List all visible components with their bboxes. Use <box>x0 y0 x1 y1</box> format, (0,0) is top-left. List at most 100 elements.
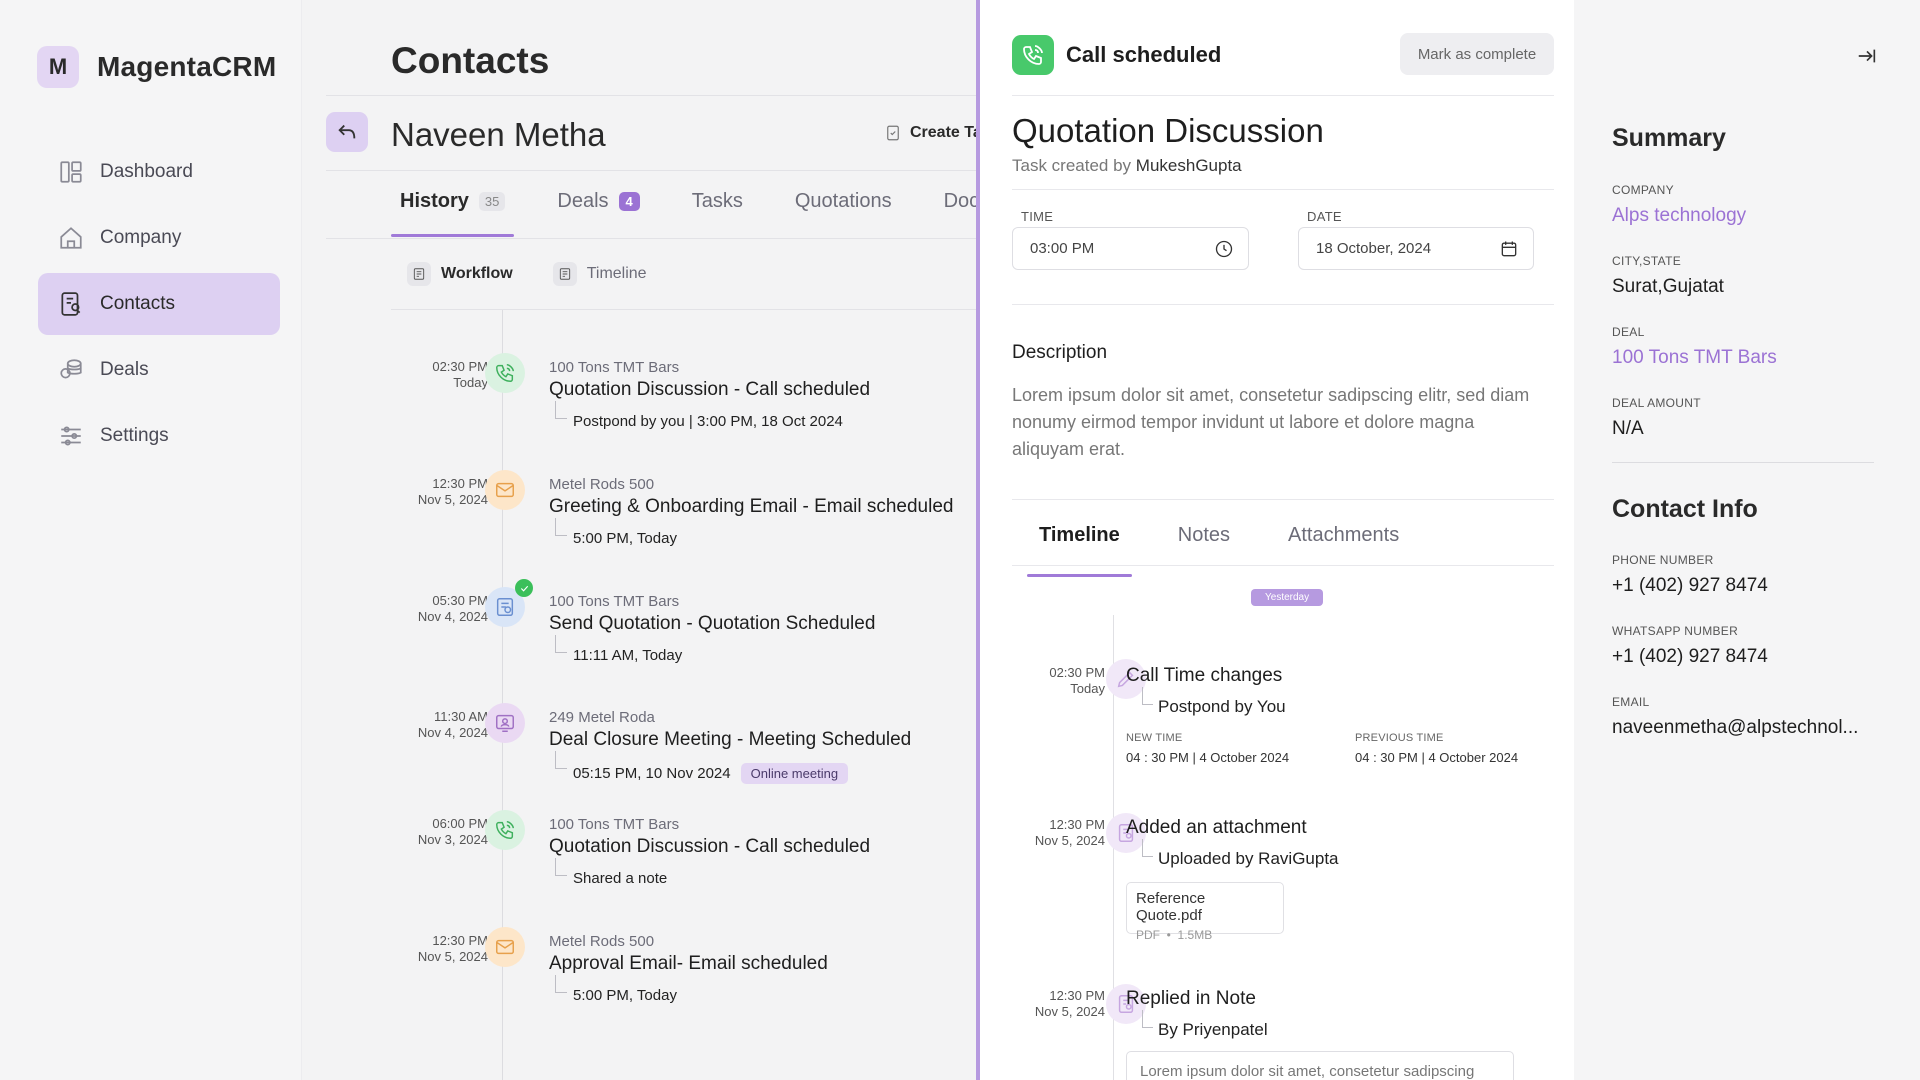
timeline-detail-text: Postpond by You <box>1158 697 1286 716</box>
tab-documents[interactable]: Documents <box>935 190 976 231</box>
sidebar-item-deals[interactable]: Deals <box>38 339 280 401</box>
new-time-value: 04 : 30 PM | 4 October 2024 <box>1126 750 1290 765</box>
previous-time-value: 04 : 30 PM | 4 October 2024 <box>1355 750 1519 765</box>
tab-tasks[interactable]: Tasks <box>683 190 752 231</box>
company-link[interactable]: Alps technology <box>1612 205 1747 226</box>
panel-resize-handle[interactable] <box>976 0 980 1080</box>
whatsapp-value: +1 (402) 927 8474 <box>1612 646 1768 667</box>
timeline-title: Replied in Note <box>1126 988 1256 1009</box>
workflow-view-button[interactable]: Workflow <box>407 262 513 286</box>
history-deal[interactable]: 249 Metel Roda <box>549 709 655 726</box>
task-title: Quotation Discussion <box>1012 112 1324 149</box>
timeline-line <box>502 310 503 1080</box>
tab-label: History <box>400 190 469 212</box>
meeting-icon <box>485 703 525 743</box>
tab-deals[interactable]: Deals 4 <box>548 190 648 231</box>
divider <box>326 95 976 96</box>
contact-name: Naveen Metha <box>391 116 606 153</box>
summary-panel: Summary COMPANY Alps technology CITY,STA… <box>1574 0 1920 1080</box>
deals-count-badge: 4 <box>618 192 640 211</box>
divider <box>1012 95 1554 96</box>
history-time: 12:30 PM Nov 5, 2024 <box>391 933 488 965</box>
history-deal[interactable]: Metel Rods 500 <box>549 476 655 493</box>
back-button[interactable] <box>326 112 368 152</box>
timeline-detail-text: By Priyenpatel <box>1158 1020 1268 1039</box>
history-deal[interactable]: 100 Tons TMT Bars <box>549 359 680 376</box>
history-detail-text: 5:00 PM, Today <box>573 987 677 1004</box>
mark-complete-button[interactable]: Mark as complete <box>1400 33 1554 75</box>
tab-history[interactable]: History 35 <box>391 190 515 237</box>
sidebar-item-dashboard[interactable]: Dashboard <box>38 141 280 203</box>
timeline-date-value: Nov 5, 2024 <box>1034 1004 1105 1019</box>
sidebar-item-settings[interactable]: Settings <box>38 405 280 467</box>
contact-info-heading: Contact Info <box>1612 495 1758 523</box>
meeting-type-badge: Online meeting <box>740 763 849 784</box>
history-detail-text: 5:00 PM, Today <box>573 530 677 547</box>
timeline-title: Added an attachment <box>1126 817 1307 838</box>
city-value: Surat,Gujatat <box>1612 276 1724 297</box>
deal-amount-label: DEAL AMOUNT <box>1612 396 1701 410</box>
file-attachment-card[interactable]: Reference Quote.pdf PDF • 1.5MB <box>1126 882 1284 942</box>
mail-icon <box>485 927 525 967</box>
sidebar-item-contacts[interactable]: Contacts <box>38 273 280 335</box>
history-detail-text: 11:11 AM, Today <box>573 647 683 664</box>
history-detail: 05:15 PM, 10 Nov 2024 Online meeting <box>555 751 849 784</box>
brand[interactable]: M MagentaCRM <box>37 46 276 88</box>
mail-icon <box>485 470 525 510</box>
email-label: EMAIL <box>1612 695 1650 709</box>
history-title: Approval Email- Email scheduled <box>549 953 828 974</box>
tab-quotations[interactable]: Quotations <box>786 190 901 231</box>
file-size: 1.5MB <box>1177 928 1213 942</box>
history-date-value: Nov 5, 2024 <box>417 492 488 507</box>
task-header: Call scheduled <box>1012 35 1221 75</box>
timeline-detail: Uploaded by RaviGupta <box>1142 839 1339 869</box>
time-input[interactable]: 03:00 PM <box>1012 227 1249 270</box>
date-input[interactable]: 18 October, 2024 <box>1298 227 1534 270</box>
history-detail: 5:00 PM, Today <box>555 975 677 1004</box>
timeline-view-button[interactable]: Timeline <box>552 262 647 286</box>
sidebar-item-company[interactable]: Company <box>38 207 280 269</box>
create-task-button[interactable]: Create Task <box>884 124 976 142</box>
phone-label: PHONE NUMBER <box>1612 553 1714 567</box>
time-value: 03:00 PM <box>1030 240 1095 257</box>
sidebar-item-label: Dashboard <box>100 161 193 182</box>
elbow-connector <box>555 518 567 536</box>
check-icon <box>515 579 533 597</box>
history-date-value: Nov 4, 2024 <box>417 725 488 740</box>
elbow-connector <box>555 751 567 769</box>
divider <box>1012 565 1554 566</box>
collapse-panel-button[interactable] <box>1856 45 1878 72</box>
history-title: Quotation Discussion - Call scheduled <box>549 836 871 857</box>
history-time-value: 11:30 AM <box>434 709 488 724</box>
timeline-date-value: Today <box>1070 681 1105 696</box>
phone-icon <box>485 353 525 393</box>
history-deal[interactable]: 100 Tons TMT Bars <box>549 816 680 833</box>
history-time: 02:30 PM Today <box>391 359 488 391</box>
history-deal[interactable]: Metel Rods 500 <box>549 933 655 950</box>
file-meta: PDF • 1.5MB <box>1136 928 1213 942</box>
elbow-connector <box>1142 687 1153 705</box>
brand-name: MagentaCRM <box>97 51 277 82</box>
day-marker-badge: Yesterday <box>1251 589 1324 606</box>
page-title: Contacts <box>391 40 550 81</box>
timeline-title: Call Time changes <box>1126 665 1283 686</box>
note-preview[interactable]: Lorem ipsum dolor sit amet, consetetur s… <box>1126 1051 1514 1080</box>
task-tabs: Timeline Notes Attachments <box>1027 524 1445 577</box>
summary-heading: Summary <box>1612 124 1726 152</box>
phone-icon <box>485 810 525 850</box>
pencil-icon <box>1106 659 1146 699</box>
sidebar: M MagentaCRM Dashboard Company Contacts … <box>0 0 302 1080</box>
brand-logo: M <box>37 46 79 88</box>
tab-notes[interactable]: Notes <box>1177 524 1231 546</box>
tab-label: Quotations <box>794 190 892 212</box>
deal-link[interactable]: 100 Tons TMT Bars <box>1612 347 1777 368</box>
date-label: DATE <box>1307 209 1342 224</box>
city-label: CITY,STATE <box>1612 254 1682 268</box>
deal-label: DEAL <box>1612 325 1645 339</box>
timeline-time-value: 02:30 PM <box>1049 665 1105 680</box>
tab-attachments[interactable]: Attachments <box>1288 524 1400 546</box>
tab-timeline[interactable]: Timeline <box>1027 524 1132 577</box>
history-deal[interactable]: 100 Tons TMT Bars <box>549 593 680 610</box>
workflow-label: Workflow <box>441 265 513 282</box>
task-icon <box>887 125 899 141</box>
